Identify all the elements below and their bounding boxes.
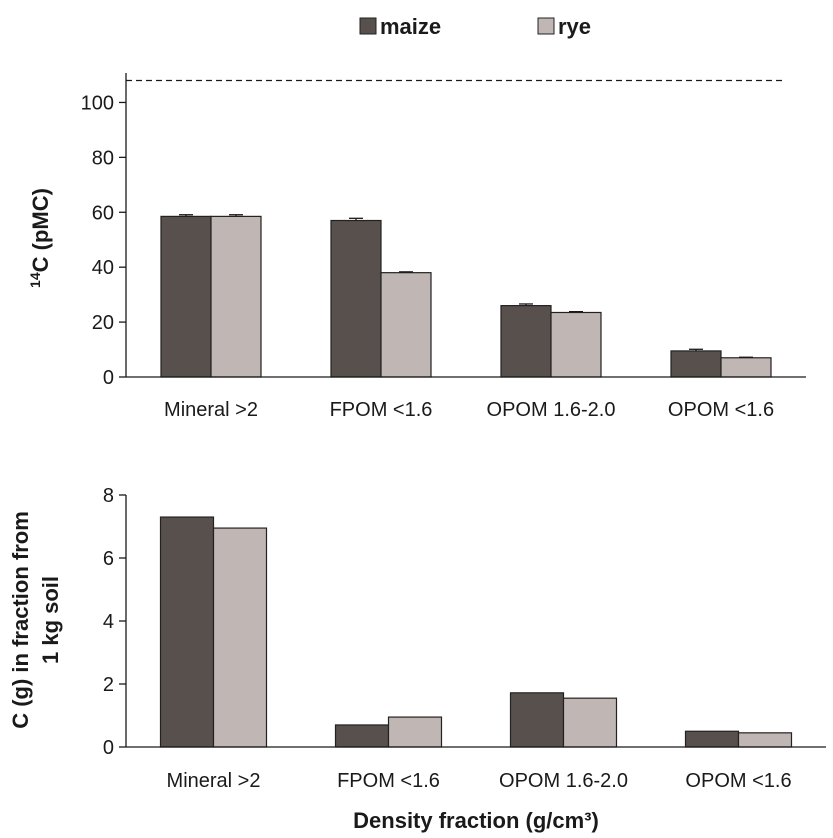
- bar-rye-0: [210, 215, 262, 378]
- legend-swatch-rye: [537, 17, 555, 35]
- top-category-label: Mineral >2: [164, 399, 258, 421]
- legend-label-maize: maize: [380, 14, 441, 39]
- bottom-y-axis-title-line2: 1 kg soil: [38, 576, 63, 664]
- top-ytick-label: 80: [92, 147, 114, 169]
- bottom-y-axis-title-line1: C (g) in fraction from: [8, 511, 33, 729]
- top-y-axis-title: 14C (pMC): [27, 188, 53, 288]
- legend-swatch-maize: [359, 17, 377, 35]
- bar-maize-1: [330, 219, 382, 378]
- top-y-axis-title-sup: 14: [27, 272, 43, 288]
- bar-rye-1: [380, 272, 432, 378]
- bar-rye-2: [550, 311, 602, 378]
- panel-14c: 0 20 40 60 80 100 Mineral >2 FPOM <1.6 OPOM 1.6…: [27, 73, 806, 421]
- bar-rye-0: [212, 527, 268, 748]
- bar-maize-0: [160, 215, 212, 378]
- bar-rye-3: [737, 732, 793, 748]
- bot-category-label: OPOM 1.6-2.0: [499, 770, 628, 792]
- top-category-labels: Mineral >2 FPOM <1.6 OPOM 1.6-2.0 OPOM <1.6: [164, 399, 774, 421]
- top-ytick-label: 100: [81, 92, 114, 114]
- top-ytick-label: 40: [92, 257, 114, 279]
- bottom-category-labels: Mineral >2 FPOM <1.6 OPOM 1.6-2.0 OPOM <1.6: [167, 770, 792, 792]
- bottom-y-axis-ticks: 0 2 4 6 8: [103, 485, 126, 759]
- top-ytick-label: 20: [92, 312, 114, 334]
- bar-maize-0: [159, 516, 215, 748]
- bar-maize-3: [670, 350, 722, 378]
- top-bars: [160, 214, 772, 378]
- panel-carbon: 0 2 4 6 8 Mineral >2 FPOM <1.6 OPOM 1.6-2.0 OPO…: [8, 485, 826, 833]
- bar-maize-2: [500, 305, 552, 378]
- bar-maize-3: [684, 730, 740, 748]
- bar-maize-1: [334, 724, 390, 748]
- bot-category-label: Mineral >2: [167, 770, 261, 792]
- bot-ytick-label: 6: [103, 548, 114, 570]
- bot-ytick-label: 4: [103, 611, 114, 633]
- top-category-label: OPOM <1.6: [668, 399, 774, 421]
- bot-ytick-label: 0: [103, 737, 114, 759]
- top-category-label: FPOM <1.6: [330, 399, 433, 421]
- bar-rye-3: [720, 357, 772, 378]
- bottom-x-axis-title: Density fraction (g/cm³): [353, 808, 599, 833]
- top-y-axis-ticks: 0 20 40 60 80 100: [81, 92, 126, 389]
- top-ytick-label: 0: [103, 367, 114, 389]
- legend: maize rye: [359, 14, 591, 39]
- top-y-axis-title-main: C (pMC): [28, 188, 53, 272]
- bottom-bars: [159, 516, 793, 748]
- bot-ytick-label: 2: [103, 674, 114, 696]
- bot-ytick-label: 8: [103, 485, 114, 507]
- bar-maize-2: [509, 692, 565, 748]
- bar-rye-2: [562, 697, 618, 748]
- bot-category-label: FPOM <1.6: [337, 770, 440, 792]
- bar-rye-1: [387, 716, 443, 748]
- legend-label-rye: rye: [558, 14, 591, 39]
- bot-category-label: OPOM <1.6: [685, 770, 791, 792]
- top-category-label: OPOM 1.6-2.0: [487, 399, 616, 421]
- top-ytick-label: 60: [92, 202, 114, 224]
